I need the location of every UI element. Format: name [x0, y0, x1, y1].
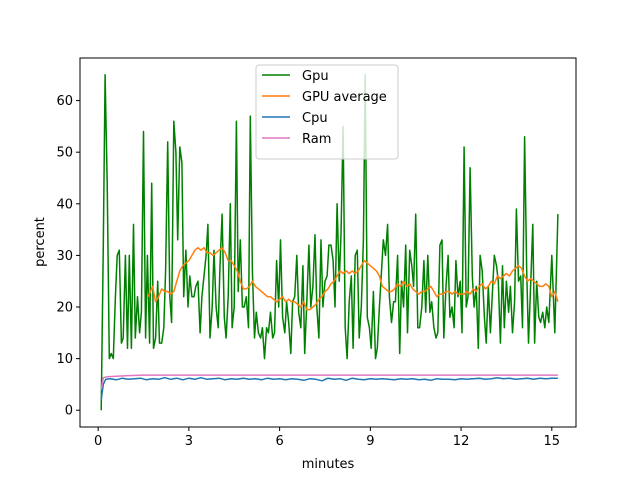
legend-label: Gpu	[302, 69, 329, 84]
y-tick-label: 50	[56, 146, 73, 161]
x-axis: 0 3 6 9 12 15	[94, 427, 560, 449]
y-tick-label: 40	[56, 197, 73, 212]
legend-label: Ram	[302, 132, 331, 147]
series-line-ram	[100, 374, 558, 390]
series-line-cpu	[100, 376, 558, 401]
y-axis: 0 10 20 30 40 50 60	[56, 94, 80, 419]
x-tick-label: 15	[544, 434, 561, 449]
legend-box	[255, 64, 399, 160]
legend-label: Cpu	[302, 111, 328, 126]
y-axis-label: percent	[33, 217, 48, 267]
y-tick-label: 20	[56, 301, 73, 316]
x-tick-label: 6	[275, 434, 283, 449]
y-tick-label: 60	[56, 94, 73, 109]
x-axis-label: minutes	[302, 457, 355, 472]
x-tick-label: 0	[94, 434, 102, 449]
plot-frame	[79, 57, 577, 428]
y-tick-label: 30	[56, 249, 73, 264]
y-tick-label: 0	[65, 404, 73, 419]
series-line-gpu-average	[147, 246, 559, 311]
series-line-gpu	[100, 74, 559, 411]
legend: Gpu GPU average Cpu Ram	[255, 64, 399, 160]
x-tick-label: 9	[366, 434, 374, 449]
y-tick-label: 10	[56, 352, 73, 367]
x-tick-label: 3	[185, 434, 193, 449]
x-tick-label: 12	[453, 434, 470, 449]
series-layer	[100, 74, 559, 411]
legend-label: GPU average	[302, 90, 387, 105]
